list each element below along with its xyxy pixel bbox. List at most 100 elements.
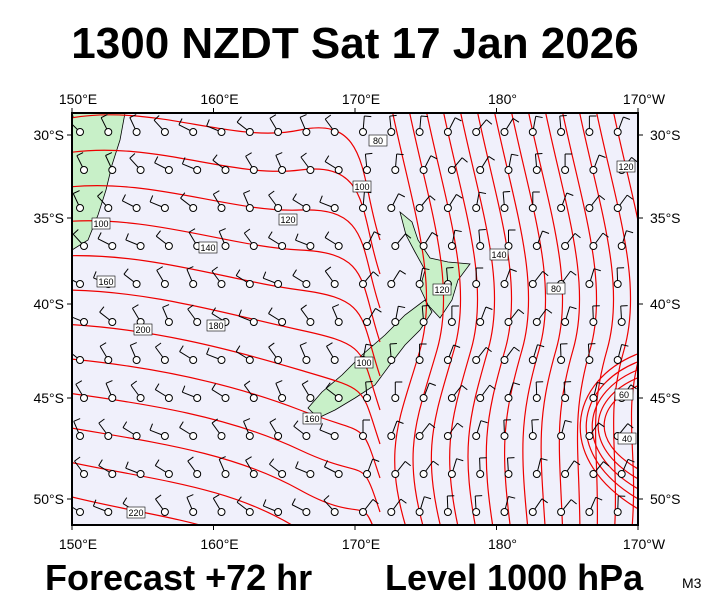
barb-station — [532, 242, 541, 250]
barb-station — [164, 242, 173, 250]
wind-barb — [585, 496, 603, 516]
wind-barb — [561, 460, 581, 478]
wind-barb — [178, 118, 198, 136]
barb-station — [528, 204, 537, 212]
barb-flag — [602, 232, 609, 238]
barb-flag — [456, 194, 463, 199]
wind-barb — [387, 114, 397, 136]
wind-barb — [155, 342, 169, 364]
barb-flag — [598, 195, 606, 201]
barb-station — [108, 242, 117, 250]
isobar — [596, 113, 632, 525]
barb-flag — [262, 499, 267, 507]
barb-station — [528, 356, 537, 364]
wind-barb — [415, 267, 430, 288]
barb-flag — [188, 228, 196, 233]
contour-label-box — [617, 432, 637, 445]
barb-station — [245, 204, 254, 212]
barb-flag — [542, 230, 550, 234]
wind-barb — [617, 458, 635, 478]
wind-barb — [269, 418, 283, 440]
barb-station — [80, 242, 88, 250]
barb-station — [274, 280, 283, 288]
lat-label-right: 50°S — [650, 491, 681, 507]
barb-flag — [372, 499, 379, 505]
barb-station — [585, 204, 594, 212]
contour-label: 120 — [434, 285, 449, 295]
wind-barb — [557, 499, 577, 516]
contour-label: 80 — [373, 136, 383, 146]
barb-station — [419, 318, 428, 326]
barb-station — [330, 280, 339, 288]
barb-station — [132, 356, 141, 364]
barb-station — [472, 280, 481, 288]
wind-barb — [447, 305, 459, 326]
wind-barb — [162, 304, 173, 326]
isobar — [72, 255, 381, 377]
barb-flag — [156, 266, 163, 271]
wind-barb — [300, 152, 315, 174]
barb-station — [164, 394, 173, 402]
barb-station — [528, 432, 537, 440]
contour-label: 120 — [618, 162, 633, 172]
wind-barb — [359, 499, 379, 516]
wind-barb — [238, 309, 258, 326]
barb-station — [589, 166, 598, 174]
barb-flag — [178, 118, 183, 126]
wind-barb — [585, 422, 605, 440]
barb-flag — [187, 456, 194, 462]
barb-flag — [324, 266, 332, 272]
wind-barb — [324, 231, 343, 250]
barb-station — [500, 280, 509, 288]
wind-barb — [153, 115, 169, 136]
barb-flag — [573, 460, 581, 466]
barb-flag — [372, 458, 380, 462]
wind-barb — [589, 461, 610, 478]
barb-station — [561, 394, 570, 402]
barb-station — [359, 508, 367, 516]
barb-flag — [295, 233, 299, 241]
barb-station — [249, 318, 258, 326]
barb-flag — [105, 380, 113, 384]
contour-label-box — [354, 356, 374, 369]
wind-barb — [299, 114, 311, 136]
barb-station — [504, 470, 513, 478]
barb-flag — [149, 195, 154, 203]
barb-station — [80, 394, 88, 402]
barb-station — [136, 470, 145, 478]
barb-station — [419, 166, 428, 174]
wind-barb — [292, 193, 311, 212]
barb-flag — [479, 191, 487, 195]
barb-flag — [319, 423, 323, 431]
barb-station — [274, 508, 283, 516]
wind-barb — [181, 157, 202, 174]
wind-barb — [589, 154, 606, 174]
wind-barb — [72, 344, 84, 364]
wind-barb — [585, 268, 601, 288]
barb-flag — [512, 118, 520, 123]
barb-station — [245, 508, 254, 516]
lon-label-top: 150°E — [59, 91, 97, 107]
wind-barb — [206, 119, 226, 136]
barb-flag — [598, 422, 605, 428]
barb-station — [617, 470, 626, 478]
barb-flag — [219, 228, 226, 232]
wind-barb — [156, 266, 169, 288]
wind-barb — [218, 228, 230, 250]
barb-station — [415, 128, 424, 136]
barb-flag — [269, 458, 275, 465]
barb-station — [447, 318, 456, 326]
barb-flag — [461, 385, 468, 391]
barb-station — [472, 128, 481, 136]
barb-flag — [518, 309, 525, 315]
wind-barb — [476, 457, 487, 478]
lat-label-left: 45°S — [33, 390, 64, 406]
wind-barb — [100, 114, 113, 136]
wind-barb — [391, 305, 406, 326]
barb-station — [217, 508, 226, 516]
wind-barb — [617, 305, 628, 326]
wind-barb — [443, 422, 464, 440]
barb-flag — [324, 155, 330, 162]
barb-station — [132, 128, 141, 136]
barb-flag — [236, 496, 242, 503]
